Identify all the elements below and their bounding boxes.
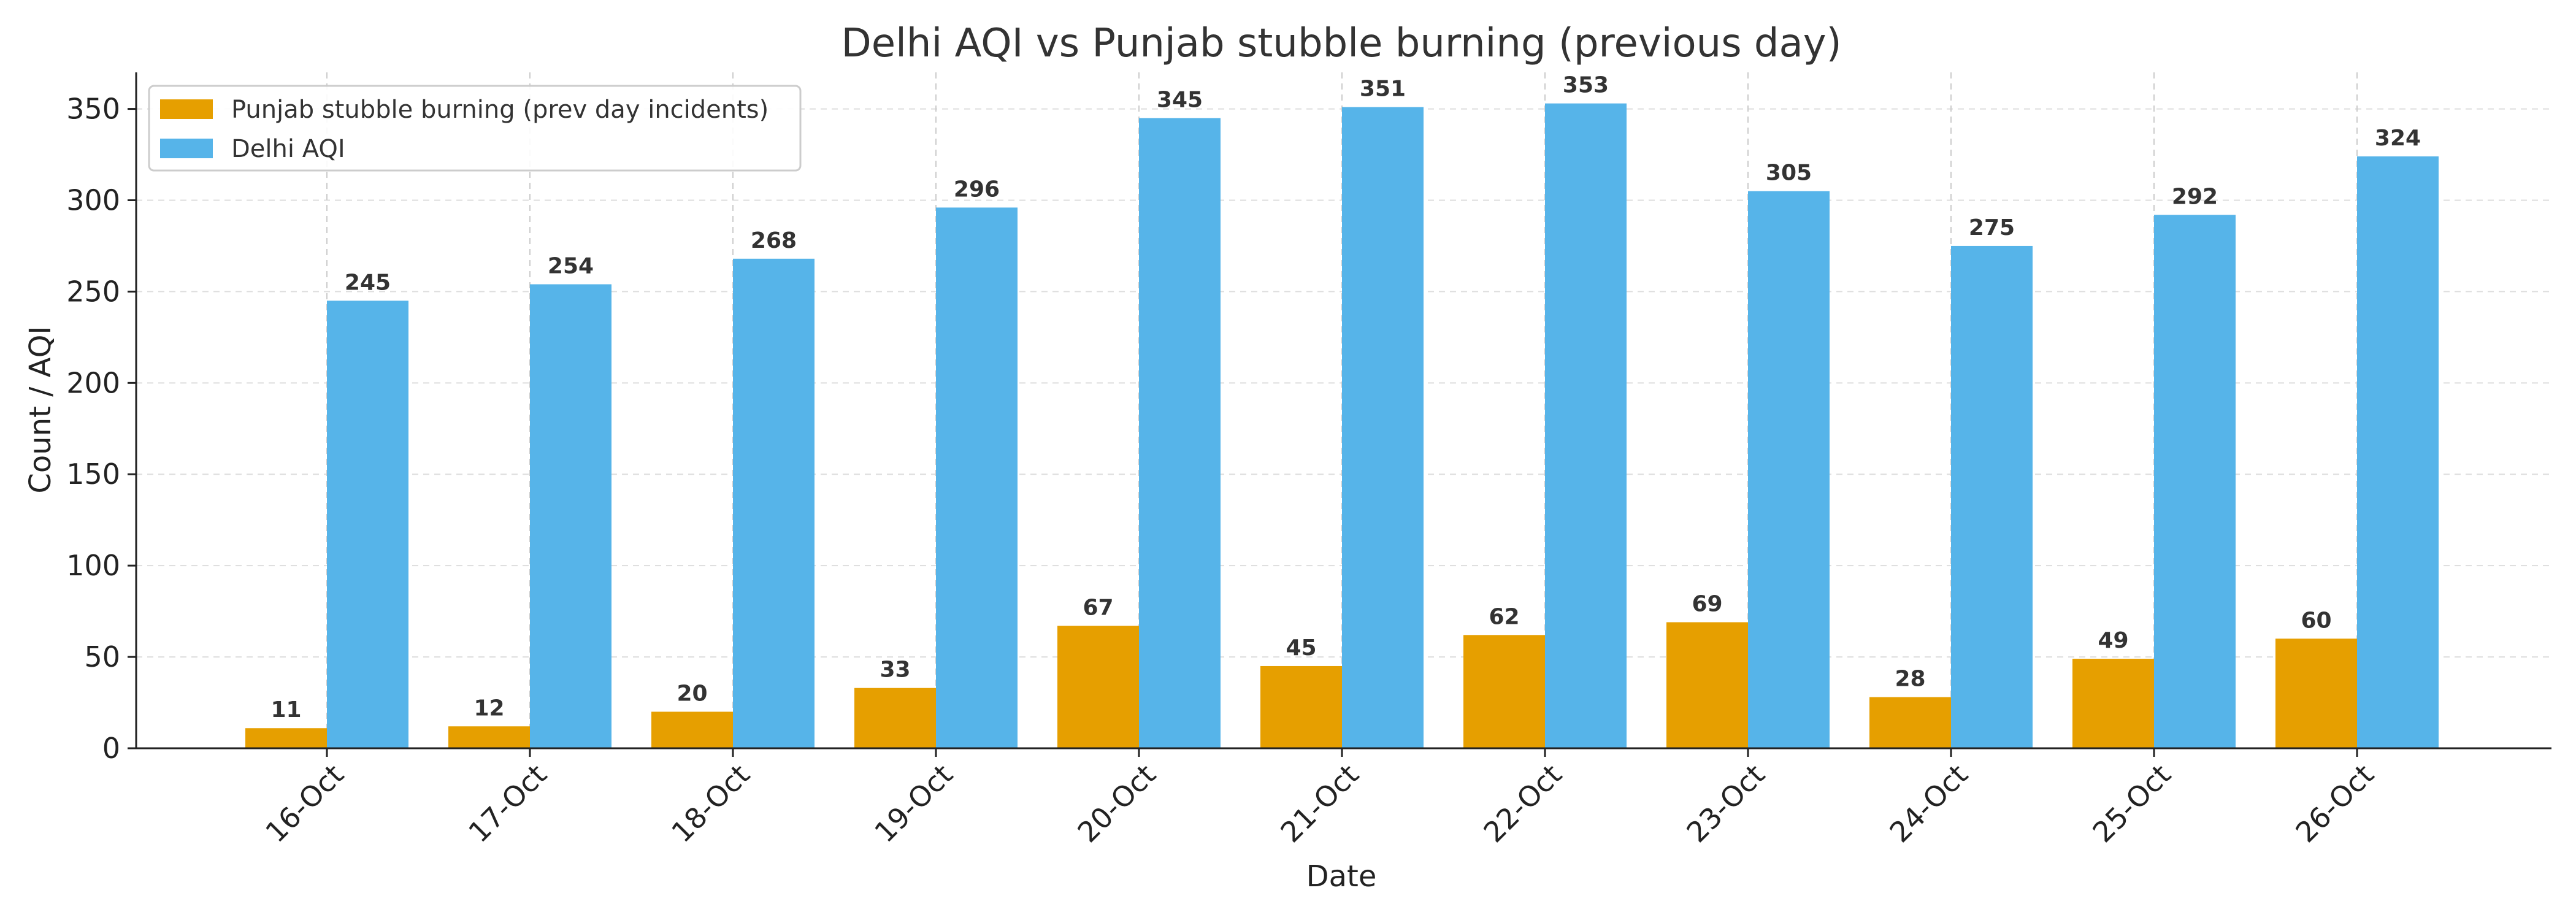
bar-delhi-aqi [1748,191,1830,748]
y-tick-label: 0 [102,732,120,765]
y-tick-label: 350 [66,93,120,126]
bar-stubble-burning [448,726,530,748]
bar-delhi-aqi [733,258,815,749]
bar-stubble-burning [854,688,936,748]
bar-stubble-burning [1869,697,1951,748]
x-axis-label: Date [1306,859,1377,894]
bar-value-label: 292 [2172,184,2218,209]
bar-stubble-burning [1463,635,1545,748]
y-tick-label: 50 [84,640,120,673]
bar-stubble-burning [1260,665,1342,748]
bar-delhi-aqi [327,301,408,748]
bar-value-label: 69 [1692,591,1722,616]
bar-value-label: 324 [2375,126,2421,151]
y-axis-label: Count / AQI [23,326,58,493]
bar-value-label: 296 [954,177,1000,202]
bar-delhi-aqi [1342,107,1424,748]
bar-value-label: 28 [1895,667,1925,692]
bar-stubble-burning [1666,622,1748,748]
bar-delhi-aqi [2357,156,2439,749]
bar-value-label: 33 [880,657,910,683]
bar-value-label: 49 [2098,628,2128,653]
bar-value-label: 275 [1969,215,2015,240]
bar-delhi-aqi [1139,118,1221,748]
legend-swatch-stubble-burning [160,99,213,119]
bar-value-label: 268 [751,228,797,253]
chart-title: Delhi AQI vs Punjab stubble burning (pre… [841,21,1841,66]
bar-stubble-burning [651,711,733,748]
legend-label-delhi-aqi: Delhi AQI [231,135,345,163]
bar-delhi-aqi [2154,215,2236,749]
bar-delhi-aqi [1545,103,1627,748]
bar-delhi-aqi [936,207,1018,748]
legend-label-stubble-burning: Punjab stubble burning (prev day inciden… [231,96,769,124]
legend-box [148,85,802,172]
bar-value-label: 67 [1083,595,1113,620]
legend: Punjab stubble burning (prev day inciden… [148,85,802,172]
bar-value-label: 45 [1286,635,1316,661]
bar-value-label: 353 [1563,73,1609,98]
legend-swatch-delhi-aqi [160,139,213,158]
y-tick-label: 200 [66,366,120,399]
bar-value-label: 20 [677,681,707,706]
bar-stubble-burning [2275,638,2357,748]
bar-value-label: 305 [1766,161,1812,186]
bar-delhi-aqi [1951,245,2033,749]
bar-stubble-burning [2072,659,2154,748]
bar-value-label: 62 [1489,604,1519,629]
bar-value-label: 12 [473,696,504,721]
bar-value-label: 60 [2301,608,2331,633]
bar-stubble-burning [1057,626,1139,748]
y-tick-label: 150 [66,458,120,491]
bar-stubble-burning [245,728,327,748]
bar-value-label: 345 [1157,87,1203,112]
bars-layer [245,103,2439,749]
bar-value-label: 11 [270,697,301,723]
data-labels-layer: 11 12 20 33 67 45 62 69 28 49 60 245 254 268 296 345 351… [270,73,2421,723]
bar-delhi-aqi [530,284,611,748]
bar-value-label: 351 [1360,77,1406,102]
bar-value-label: 245 [345,270,391,295]
y-tick-label: 250 [66,275,120,308]
y-tick-label: 100 [66,549,120,582]
bar-value-label: 254 [548,253,594,278]
y-tick-label: 300 [66,183,120,217]
